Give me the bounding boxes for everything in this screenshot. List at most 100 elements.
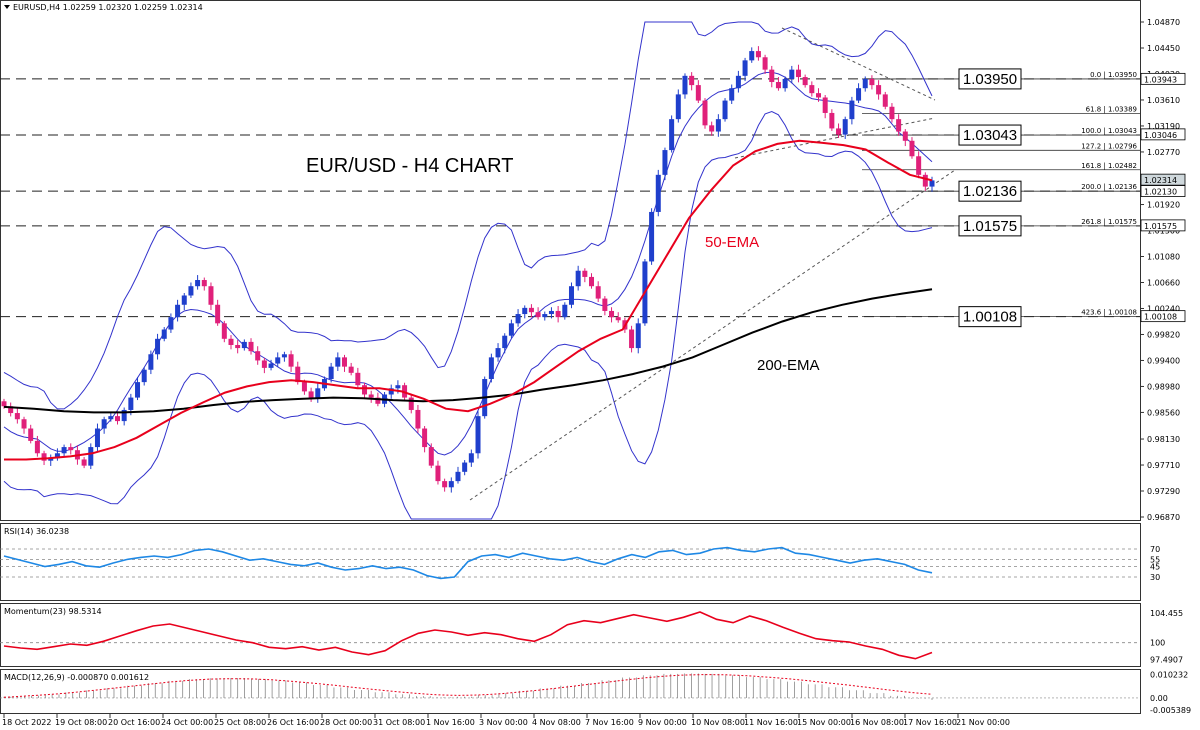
candle-body — [856, 88, 862, 101]
candle-body — [809, 85, 815, 94]
level-label-box — [958, 68, 1022, 90]
candle-body — [121, 409, 127, 422]
price-tick-label: 0.98560 — [1147, 408, 1180, 417]
level-label-box — [958, 180, 1022, 202]
fib-label: 127.2 | 1.02796 — [1081, 142, 1137, 150]
candle-body — [609, 310, 615, 318]
candle-body — [916, 156, 922, 175]
rsi-line — [3, 546, 933, 580]
candle-body — [155, 338, 161, 355]
time-tick-label: 9 Nov 00:00 — [638, 718, 687, 727]
candle-body — [889, 106, 895, 120]
price-tick-label: 1.02770 — [1147, 148, 1180, 157]
wedge-lower-trendline — [734, 117, 936, 159]
price-tick-label: 0.99820 — [1147, 330, 1180, 339]
candle-body — [34, 440, 40, 454]
time-tick-label: 3 Nov 00:00 — [479, 718, 528, 727]
candle-body — [395, 385, 401, 389]
momentum-axis: 104.455 100 97.4907 — [0, 609, 1183, 664]
dropdown-triangle-icon[interactable] — [4, 5, 10, 9]
candle-body — [675, 94, 681, 120]
candle-body — [375, 397, 381, 404]
candle-body — [715, 119, 721, 132]
momentum-line — [3, 611, 933, 660]
candle-body — [21, 419, 27, 429]
candle-body — [575, 270, 581, 287]
time-tick-label: 11 Nov 16:00 — [744, 718, 798, 727]
candle-body — [295, 366, 301, 383]
candle-body — [876, 85, 882, 95]
rising-support-trendline — [469, 169, 956, 501]
candle-body — [201, 280, 207, 287]
candle-body — [842, 119, 848, 135]
candle-body — [836, 128, 842, 135]
horizontal-levels: 1.03950 1.03043 1.02136 1.01575 1.00108 — [0, 68, 1140, 328]
candle-body — [755, 51, 761, 58]
fib-label: 423.6 | 1.00108 — [1081, 309, 1137, 317]
wedge-upper-trendline — [781, 27, 936, 101]
price-box — [1140, 185, 1186, 197]
candle-body — [208, 286, 214, 305]
level-label-box — [958, 306, 1022, 328]
candle-body — [114, 416, 120, 422]
candle-body — [909, 140, 915, 157]
candle-body — [849, 100, 855, 120]
time-tick-label: 16 Nov 08:00 — [850, 718, 904, 727]
candle-body — [88, 447, 94, 466]
fib-label: 261.8 | 1.01575 — [1081, 218, 1137, 226]
time-tick-label: 18 Oct 2022 — [2, 718, 51, 727]
candle-body — [635, 323, 641, 349]
candle-body — [802, 77, 808, 86]
candle-body — [422, 428, 428, 448]
candle-body — [308, 391, 314, 398]
level-label: 1.02136 — [963, 183, 1017, 200]
candle-body — [896, 119, 902, 132]
candle-body — [922, 174, 928, 187]
candle-body — [816, 93, 822, 98]
candle-body — [655, 174, 661, 212]
candle-body — [769, 69, 775, 83]
candle-body — [268, 363, 274, 368]
time-tick-label: 21 Nov 00:00 — [956, 718, 1010, 727]
candle-body — [281, 354, 287, 358]
price-tick-label: 0.98980 — [1147, 382, 1180, 391]
price-tick-label: 1.03610 — [1147, 96, 1180, 105]
fib-label: 161.8 | 1.02482 — [1081, 162, 1137, 170]
candle-body — [94, 428, 100, 448]
rsi-tick-label: 55 — [1150, 556, 1160, 565]
macd-tick-label: 0.00 — [1150, 694, 1168, 703]
candle-body — [735, 75, 741, 89]
momentum-tick-label: 97.4907 — [1150, 655, 1183, 664]
ema-200-line — [3, 288, 933, 414]
candle-body — [328, 366, 334, 380]
candle-body — [301, 382, 307, 392]
price-tick-label: 1.01920 — [1147, 201, 1180, 210]
candle-body — [488, 357, 494, 380]
candle-body — [568, 286, 574, 305]
candle-body — [442, 481, 448, 488]
candle-body — [54, 453, 60, 459]
rsi-tick-label: 30 — [1150, 573, 1160, 582]
candle-body — [882, 94, 888, 107]
candle-body — [722, 100, 728, 120]
time-tick-label: 4 Nov 08:00 — [532, 718, 581, 727]
candle-body — [555, 310, 561, 318]
candle-body — [902, 131, 908, 141]
price-box-label: 1.01575 — [1144, 222, 1177, 231]
price-tick-label: 0.97290 — [1147, 487, 1180, 496]
candle-body — [535, 312, 541, 318]
candlesticks — [1, 46, 935, 493]
candle-body — [515, 314, 521, 324]
candle-body — [435, 465, 441, 482]
fib-label: 200.0 | 1.02136 — [1081, 183, 1137, 191]
candle-body — [68, 447, 74, 451]
candle-body — [522, 307, 528, 315]
momentum-label: Momentum(23) 98.5314 — [4, 607, 102, 616]
candle-body — [261, 360, 267, 368]
candle-body — [275, 357, 281, 364]
candle-body — [602, 298, 608, 311]
candle-body — [215, 304, 221, 324]
symbol-header-text: EURUSD,H4 1.02259 1.02320 1.02259 1.0231… — [13, 3, 203, 12]
candle-body — [682, 75, 688, 95]
price-tick-label: 1.04450 — [1147, 44, 1180, 53]
